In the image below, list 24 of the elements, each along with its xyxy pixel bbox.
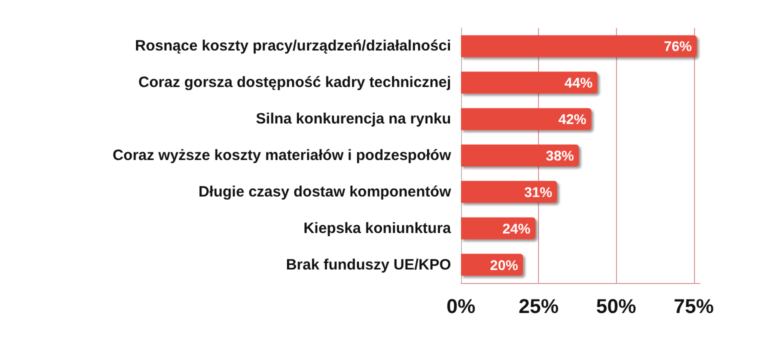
y-tick-label: Brak funduszy UE/KPO <box>286 256 452 274</box>
bar <box>461 72 598 94</box>
data-label: 31% <box>524 184 553 200</box>
y-tick-label: Kiepska koniunktura <box>303 220 452 237</box>
bar <box>461 144 579 166</box>
x-tick-label: 25% <box>518 296 559 318</box>
data-label: 44% <box>564 74 594 91</box>
x-tick-label: 75% <box>674 296 714 318</box>
x-tick-label: 50% <box>596 296 636 318</box>
data-label: 20% <box>490 256 519 273</box>
bar <box>461 180 558 203</box>
x-tick-label: 0% <box>446 296 476 318</box>
y-tick-label: Coraz wyższe koszty materiałów i podzespołów <box>112 147 452 164</box>
data-label: 38% <box>546 148 574 164</box>
data-label: 76% <box>664 38 692 54</box>
y-tick-label: Długie czasy dostaw komponentów <box>198 183 452 200</box>
data-label: 24% <box>502 220 532 236</box>
y-tick-label: Silna konkurencja na rynku <box>256 110 451 128</box>
y-tick-label: Coraz gorsza dostępność kadry technicznej <box>138 74 451 92</box>
bar <box>461 217 536 240</box>
bar <box>461 35 697 58</box>
bar <box>461 108 592 130</box>
data-label: 42% <box>558 111 587 128</box>
y-tick-label: Rosnące koszty pracy/urządzeń/działalności <box>135 38 451 55</box>
